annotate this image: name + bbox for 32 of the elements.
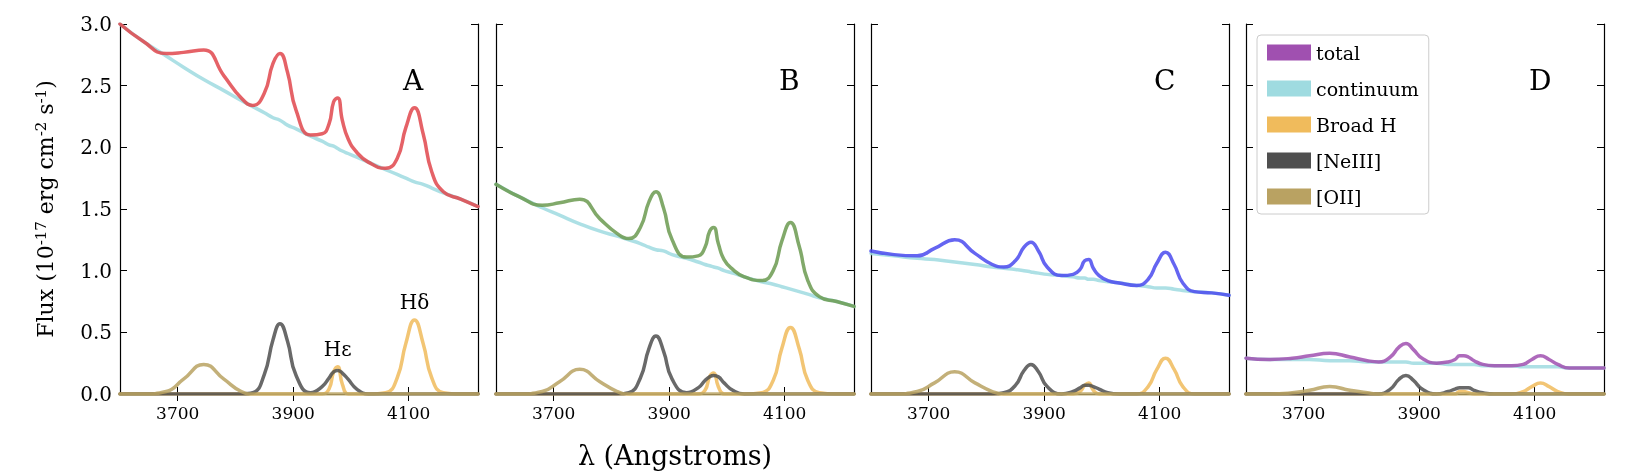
x-tick-label: 3700 [907, 402, 951, 423]
y-tick-label: 0.0 [80, 382, 112, 406]
x-tick-label: 3900 [1397, 402, 1441, 423]
x-tick-label: 4100 [1513, 402, 1557, 423]
x-axis-title: λ (Angstroms) [577, 440, 773, 471]
x-tick-label: 3700 [1282, 402, 1326, 423]
y-tick-label: 1.5 [80, 197, 112, 221]
legend-label: [NeIII] [1316, 149, 1382, 172]
x-tick-label: 4100 [387, 402, 431, 423]
annotation: A [402, 63, 424, 97]
x-tick-label: 3900 [647, 402, 691, 423]
annotation: C [1154, 63, 1176, 97]
y-axis-title: Flux (10-17 erg cm-2 s-1) [31, 80, 58, 338]
x-tick-label: 3700 [532, 402, 576, 423]
legend-label: total [1316, 41, 1361, 64]
y-tick-label: 2.0 [80, 135, 112, 160]
y-tick-label: 2.5 [80, 73, 112, 98]
x-tick-label: 4100 [763, 402, 807, 423]
x-tick-label: 3900 [271, 402, 315, 423]
legend-label: [OII] [1316, 185, 1362, 208]
annotation: B [779, 63, 800, 97]
y-tick-label: 1.0 [80, 258, 112, 283]
annotation: Hδ [399, 290, 430, 314]
annotation: Hε [323, 336, 352, 361]
y-tick-label: 0.5 [80, 320, 112, 345]
x-tick-label: 4100 [1138, 402, 1182, 423]
legend-label: Broad H [1316, 113, 1397, 136]
y-tick-label: 3.0 [80, 12, 112, 36]
legend-label: continuum [1316, 77, 1419, 100]
x-tick-label: 3900 [1022, 402, 1066, 423]
x-tick-label: 3700 [156, 402, 200, 423]
annotation: D [1529, 63, 1552, 97]
